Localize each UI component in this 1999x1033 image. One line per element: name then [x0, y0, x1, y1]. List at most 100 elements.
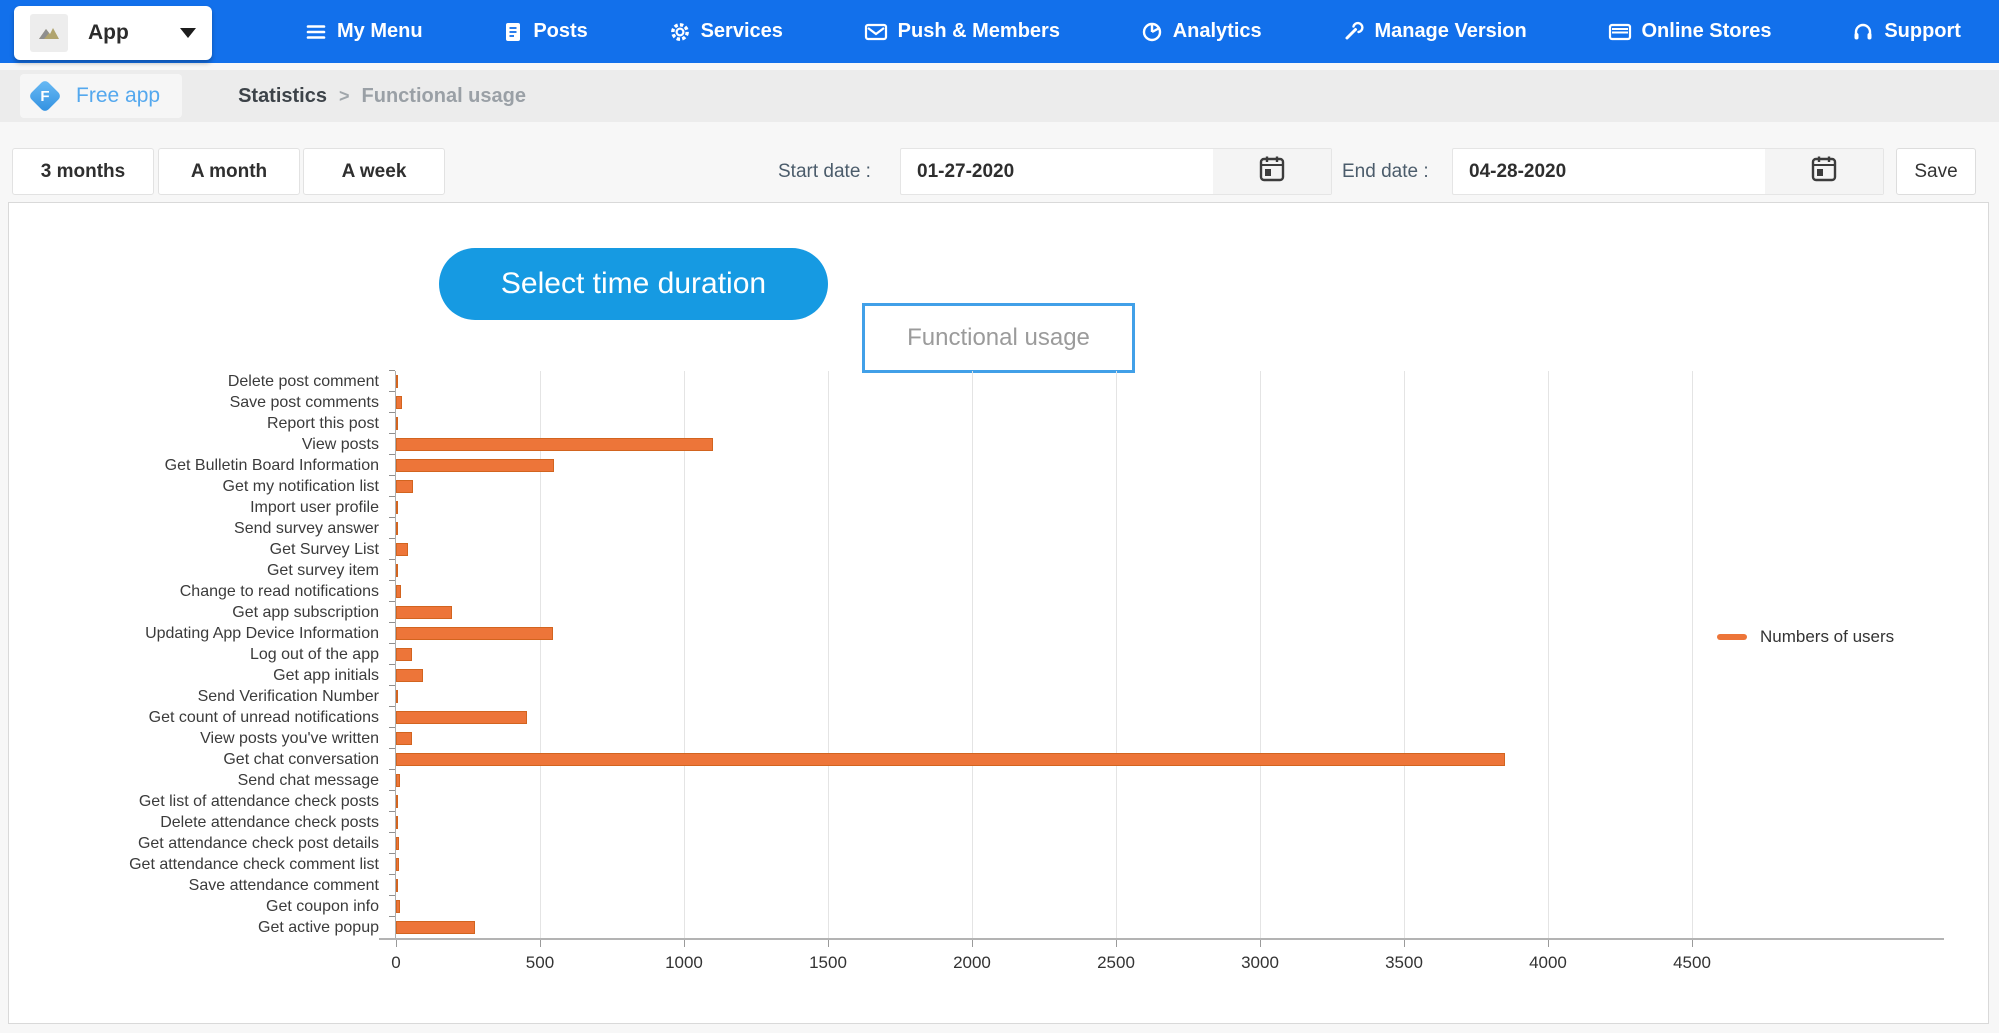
category-label: Delete post comment: [227, 373, 379, 390]
chart-row: Get survey item: [9, 559, 1988, 581]
document-icon: [503, 21, 523, 43]
tick-mark: [683, 940, 685, 947]
category-label: Save post comments: [229, 394, 379, 411]
chart-row: Get count of unread notifications: [9, 706, 1988, 728]
range-button-3-months[interactable]: 3 months: [12, 148, 154, 195]
tick-mark: [1260, 940, 1261, 947]
x-tick-label: 1000: [665, 953, 703, 972]
bar-track: [389, 769, 1691, 791]
start-date-input[interactable]: 01-27-2020: [917, 161, 1015, 182]
app-selector-label: App: [88, 21, 129, 44]
category-label: Report this post: [266, 415, 379, 432]
x-tick-label: 0: [391, 953, 401, 972]
end-date-calendar-button[interactable]: [1765, 149, 1883, 194]
chart-card: Select time duration Functional usage De…: [8, 202, 1989, 1024]
chart-row: Get list of attendance check posts: [9, 790, 1988, 812]
bar: [396, 858, 399, 871]
calendar-icon: [1259, 155, 1285, 188]
nav-item-push-members[interactable]: Push & Members: [864, 20, 1060, 43]
app-selector-dropdown[interactable]: App: [14, 6, 212, 60]
chart-row: Get Bulletin Board Information: [9, 454, 1988, 476]
category-label: Get my notification list: [222, 478, 380, 495]
bar: [396, 921, 476, 934]
nav-item-online-stores[interactable]: Online Stores: [1608, 20, 1772, 43]
bar-track: [389, 412, 1691, 434]
chart-row: Get attendance check comment list: [9, 853, 1988, 875]
category-label: Get active popup: [258, 919, 379, 936]
x-tick-label: 4500: [1673, 953, 1711, 972]
bar: [396, 480, 414, 493]
tick-mark: [1404, 940, 1405, 947]
nav-menu: My Menu Posts Services Push & Members An…: [305, 0, 1961, 63]
bar-track: [389, 874, 1691, 896]
chart-row: Get chat conversation: [9, 748, 1988, 770]
category-label: View posts you've written: [200, 730, 379, 747]
x-tick-label: 500: [525, 953, 555, 972]
bar: [396, 501, 399, 514]
bar-track: [389, 370, 1691, 392]
category-label: Updating App Device Information: [145, 625, 379, 642]
bar: [396, 648, 412, 661]
x-tick-label: 2500: [1097, 953, 1135, 972]
range-button-a-week[interactable]: A week: [303, 148, 445, 195]
free-app-name: Free app: [76, 84, 161, 107]
calendar-icon: [1811, 155, 1837, 188]
legend-item-numbers-of-users[interactable]: Numbers of users: [1717, 627, 1894, 647]
bar-track: [389, 643, 1691, 665]
store-icon: [1608, 22, 1632, 42]
nav-item-analytics[interactable]: Analytics: [1141, 20, 1262, 43]
breadcrumb-section[interactable]: Statistics: [238, 84, 327, 107]
legend-swatch-icon: [1717, 634, 1747, 640]
chart-row: Get app initials: [9, 664, 1988, 686]
bar-track: [389, 811, 1691, 833]
bar: [396, 438, 713, 451]
tick-mark: [1116, 940, 1117, 947]
bar-track: [389, 517, 1691, 539]
save-button[interactable]: Save: [1896, 148, 1976, 195]
chart-row: Updating App Device Information: [9, 622, 1988, 644]
chart-row: Send Verification Number: [9, 685, 1988, 707]
category-label: Get survey item: [266, 562, 379, 579]
bar-track: [389, 748, 1691, 770]
category-label: Log out of the app: [250, 646, 379, 663]
chevron-down-icon: [180, 28, 196, 38]
tick-mark: [396, 940, 397, 947]
nav-item-services[interactable]: Services: [669, 20, 783, 43]
bar-track: [389, 895, 1691, 917]
bar-track: [389, 559, 1691, 581]
legend-label: Numbers of users: [1760, 627, 1895, 646]
chart-title: Functional usage: [907, 324, 1090, 351]
bar-track: [389, 706, 1691, 728]
category-label: Get attendance check post details: [137, 835, 379, 852]
bar-track: [389, 832, 1691, 854]
breadcrumb-app-link[interactable]: F Free app: [20, 74, 183, 118]
start-date-calendar-button[interactable]: [1213, 149, 1331, 194]
x-tick-label: 3500: [1385, 953, 1423, 972]
nav-item-posts[interactable]: Posts: [503, 20, 588, 43]
x-tick-label: 3000: [1241, 953, 1279, 972]
nav-item-manage-version[interactable]: Manage Version: [1342, 20, 1527, 43]
bar-track: [389, 685, 1691, 707]
end-date-label: End date :: [1342, 161, 1429, 182]
bar: [396, 732, 412, 745]
chart-row: Change to read notifications: [9, 580, 1988, 602]
chart-row: Get active popup: [9, 916, 1988, 938]
category-label: Get chat conversation: [223, 751, 379, 768]
bar-track: [389, 601, 1691, 623]
nav-item-support[interactable]: Support: [1852, 20, 1961, 43]
start-date-group: 01-27-2020: [900, 148, 1332, 195]
bar: [396, 690, 398, 703]
chart-row: View posts you've written: [9, 727, 1988, 749]
pie-chart-icon: [1141, 21, 1163, 43]
chart-row: Get attendance check post details: [9, 832, 1988, 854]
category-label: Send chat message: [237, 772, 379, 789]
bar-track: [389, 580, 1691, 602]
chart-row: Save attendance comment: [9, 874, 1988, 896]
tour-tooltip: Select time duration: [439, 248, 828, 320]
nav-item-my-menu[interactable]: My Menu: [305, 20, 423, 43]
tick-mark: [971, 940, 973, 947]
range-button-a-month[interactable]: A month: [158, 148, 300, 195]
bar: [396, 417, 398, 430]
end-date-input[interactable]: 04-28-2020: [1469, 161, 1567, 182]
chart-row: Send survey answer: [9, 517, 1988, 539]
